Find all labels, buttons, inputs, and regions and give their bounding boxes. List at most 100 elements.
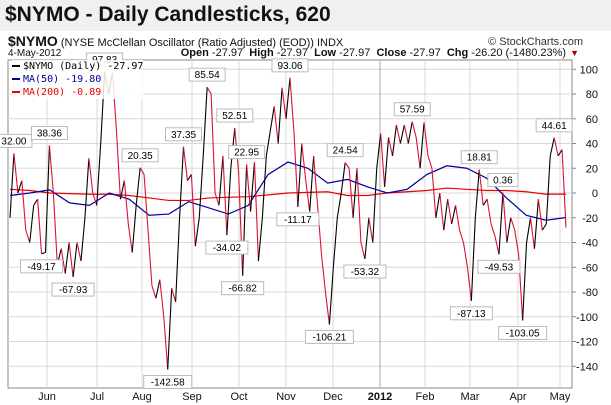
price-segment-down [431,168,437,218]
annotation-box [449,306,493,321]
price-segment-down [182,146,188,181]
copyright[interactable]: © StockCharts.com [488,36,583,48]
price-segment-up [545,155,551,224]
price-segment-down [305,180,311,212]
price-segment-up [269,106,275,132]
annotation-box [143,374,193,389]
price-segment-up [261,155,267,218]
annotation-box [30,126,68,141]
price-segment-up [265,131,271,156]
price-segment-up [352,168,358,218]
price-segment-up [376,133,382,169]
annotation-box [343,264,387,279]
annotation-label: 0.36 [493,176,513,187]
price-segment-up [297,143,303,207]
annotation-box [460,150,498,165]
annotation-label: 20.35 [128,151,153,162]
price-segment-up [131,205,137,253]
annotation-box [276,212,320,227]
price-segment-down [502,192,508,243]
y-tick-label: 0 [592,188,598,200]
price-segment-down [537,199,543,231]
price-segment-up [541,223,547,231]
price-segment-up [549,137,555,156]
price-segment-down [514,230,520,255]
price-segment-down [553,137,559,156]
open-label: Open [180,47,209,59]
price-segment-up [242,164,248,276]
price-segment-up [44,145,50,253]
y-tick-label: -40 [582,238,598,250]
price-segment-up [482,198,488,206]
price-segment-down [313,155,319,206]
price-segment-up [72,242,78,278]
price-segment-down [529,217,535,249]
annotation-label: -34.02 [213,243,242,254]
price-segment-down [348,168,354,218]
price-segment-up [391,124,397,156]
x-tick-label: 2012 [368,391,392,403]
annotation-box [0,133,33,148]
price-segment-down [320,254,327,293]
price-segment-up [526,217,532,243]
y-tick-label: 80 [586,89,598,101]
price-segment-up [155,279,161,299]
annotation-box [304,329,354,344]
price-segment-down [206,86,212,95]
annotation-box [20,259,64,274]
annotation-label: 37.35 [171,130,196,141]
price-segment-up [451,205,457,225]
price-segment-up [249,162,256,212]
y-tick-label: -80 [582,287,598,299]
price-segment-down [293,131,299,207]
price-segment-down [151,285,157,299]
ohlc-readout: Open -27.97 High -27.97 Low -27.97 Close… [180,47,579,59]
annotation-box [326,143,364,158]
annotation-label: -11.17 [284,215,312,226]
close-value: -27.97 [409,47,441,59]
chg-value: -26.20 (-1480.23%) [471,47,567,59]
price-segment-up [226,168,232,236]
price-segment-down [423,122,429,156]
annotation-label: -142.58 [151,377,185,388]
title-bar: $NYMO - Daily Candlesticks, 620 [0,0,611,31]
price-segment-down [427,155,433,169]
annotation-box [477,259,521,274]
price-segment-up [533,199,539,249]
symbol-line: $NYMO (NYSE McClellan Oscillator (Ratio … [8,33,343,49]
open-value: -27.97 [211,47,244,59]
x-tick-label: May [550,391,571,403]
annotation-label: 93.06 [277,61,302,72]
price-segment-down [123,180,129,224]
price-segment-down [246,164,252,212]
price-segment-up [202,87,208,156]
price-segment-down [490,223,496,237]
annotation-box [188,67,226,82]
price-segment-up [419,122,425,169]
legend-item-nymo: $NYMO (Daily) -27.97 [12,60,143,73]
price-segment-down [380,133,386,187]
price-segment-down [222,155,228,236]
price-segment-down [159,279,165,317]
price-segment-up [277,87,283,144]
price-segment-down [48,145,54,194]
price-segment-down [360,242,366,260]
chg-label: Chg [446,47,469,59]
y-tick-label: -140 [576,361,598,373]
price-segment-up [384,137,390,187]
price-segment-down [52,192,58,265]
x-tick-label: Mar [461,391,480,403]
price-segment-down [143,174,149,231]
price-segment-up [41,251,46,255]
price-segment-up [17,180,23,194]
price-segment-up [194,217,200,247]
price-segment-down [324,291,330,325]
legend-label: $NYMO (Daily) -27.97 [23,61,144,72]
annotation-label: -106.21 [312,332,346,343]
price-segment-up [33,198,39,206]
annotation-label: 44.61 [542,121,567,132]
annotation-label: -67.93 [59,285,88,296]
y-tick-label: -20 [582,213,598,225]
y-tick-label: -120 [576,337,598,349]
y-tick-label: 60 [586,114,598,126]
